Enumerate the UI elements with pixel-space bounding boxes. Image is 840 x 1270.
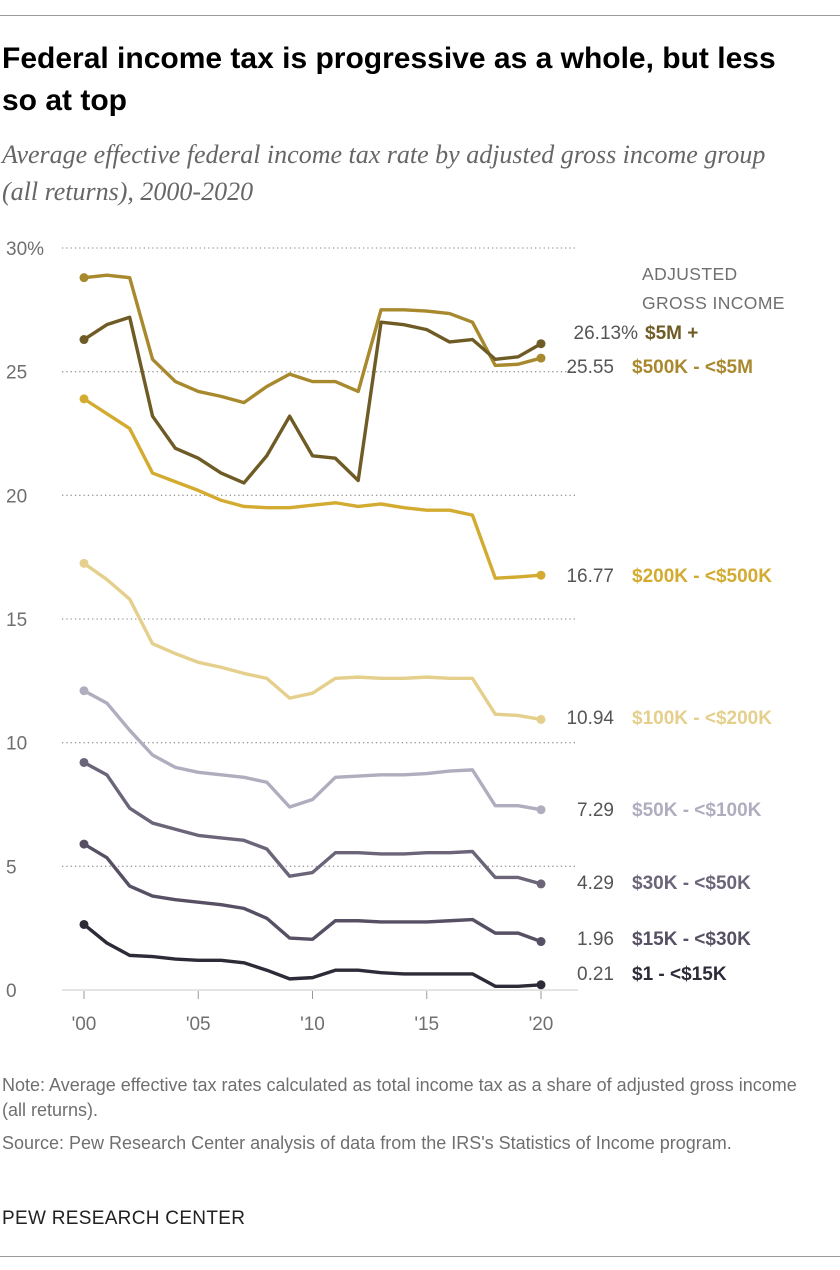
series-end-value-label: 7.29 (577, 800, 614, 821)
series-start-point (79, 757, 89, 767)
series-start-point (79, 394, 89, 404)
legend-heading-line: ADJUSTED (642, 264, 738, 284)
source-note: Source: Pew Research Center analysis of … (2, 1133, 732, 1153)
series-line (82, 397, 543, 580)
series-name-label: $100K - <$200K (632, 708, 772, 729)
series-name-label: $5M + (645, 323, 698, 344)
series-end-point (536, 339, 546, 349)
series-lines (79, 273, 546, 990)
series-end-point (536, 805, 546, 815)
series-end-value-label: 1.96 (577, 929, 614, 950)
series-start-point (79, 919, 89, 929)
series-end-point (536, 353, 546, 363)
series-line (82, 760, 543, 886)
series-name-label: $15K - <$30K (632, 929, 751, 950)
series-end-value-label: 26.13% (574, 323, 639, 344)
series-end-value-label: 0.21 (577, 964, 614, 985)
x-tick-label: '10 (300, 1014, 325, 1035)
y-tick-label: 15 (6, 610, 27, 631)
series-line (82, 922, 543, 988)
brand-logo-text: PEW RESEARCH CENTER (2, 1208, 246, 1229)
series-start-point (79, 839, 89, 849)
x-tick-label: '20 (529, 1014, 554, 1035)
series-line (82, 689, 543, 812)
gridlines (62, 247, 578, 991)
series-line (82, 273, 543, 405)
y-tick-label: 20 (6, 486, 27, 507)
chart-subtitle: Average effective federal income tax rat… (2, 140, 766, 206)
series-name-label: $200K - <$500K (632, 566, 772, 587)
y-tick-label: 0 (6, 981, 17, 1002)
chart-title: Federal income tax is progressive as a w… (2, 42, 776, 117)
series-start-point (79, 686, 89, 696)
x-tick-label: '00 (72, 1014, 97, 1035)
series-end-value-label: 25.55 (566, 357, 614, 378)
series-line (82, 561, 543, 722)
series-name-label: $500K - <$5M (632, 357, 753, 378)
series-end-labels: 25.55 $500K - <$5M 26.13% $5M + 16.77 $200K -… (566, 323, 772, 985)
legend-heading-line: GROSS INCOME (642, 293, 785, 313)
series-name-label: $30K - <$50K (632, 873, 751, 894)
series-line (82, 842, 543, 944)
series-end-value-label: 10.94 (566, 708, 614, 729)
x-tick-label: '15 (414, 1014, 439, 1035)
series-end-value-label: 16.77 (566, 566, 614, 587)
axis-tick-labels: 0 5 10 15 20 25 30% '00 '05 '10 '15 '20 (6, 239, 553, 1035)
series-line (82, 315, 543, 485)
series-name-label: $50K - <$100K (632, 800, 762, 821)
series-end-point (536, 714, 546, 724)
series-end-point (536, 879, 546, 889)
series-end-value-label: 4.29 (577, 873, 614, 894)
series-end-point (536, 980, 546, 990)
series-end-point (536, 570, 546, 580)
series-end-point (536, 937, 546, 947)
y-tick-label: 10 (6, 734, 27, 755)
x-tick-label: '05 (186, 1014, 211, 1035)
series-name-label: $1 - <$15K (632, 964, 727, 985)
top-rule (0, 15, 840, 16)
series-start-point (79, 558, 89, 568)
y-tick-label: 5 (6, 857, 17, 878)
legend-heading: ADJUSTED GROSS INCOME (642, 264, 785, 313)
bottom-rule (0, 1256, 840, 1257)
y-tick-label: 30% (6, 239, 44, 260)
footnote: Note: Average effective tax rates calcul… (2, 1075, 797, 1120)
series-start-point (79, 335, 89, 345)
y-tick-label: 25 (6, 363, 27, 384)
series-start-point (79, 273, 89, 283)
line-chart: 0 5 10 15 20 25 30% '00 '05 '10 '15 '20 ADJUSTED GRO… (6, 239, 785, 1035)
